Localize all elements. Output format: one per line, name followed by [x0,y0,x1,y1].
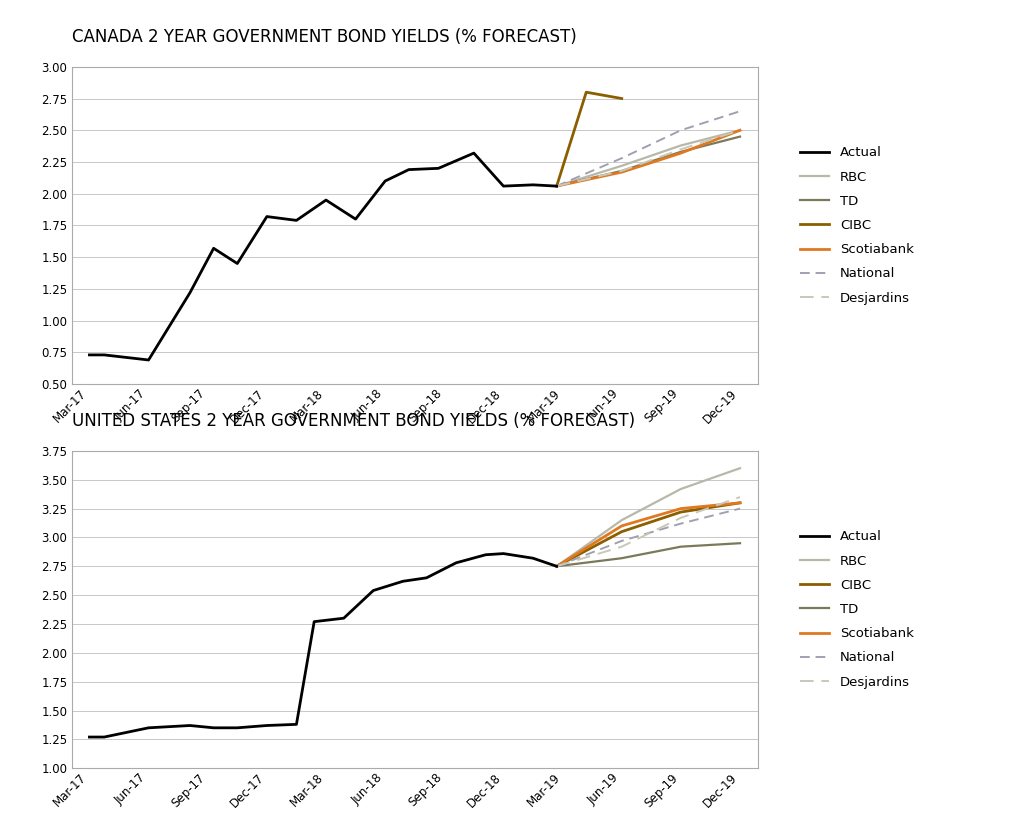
Text: CANADA 2 YEAR GOVERNMENT BOND YIELDS (% FORECAST): CANADA 2 YEAR GOVERNMENT BOND YIELDS (% … [72,28,577,46]
Text: UNITED STATES 2 YEAR GOVERNMENT BOND YIELDS (% FORECAST): UNITED STATES 2 YEAR GOVERNMENT BOND YIE… [72,412,635,430]
Legend: Actual, RBC, CIBC, TD, Scotiabank, National, Desjardins: Actual, RBC, CIBC, TD, Scotiabank, Natio… [795,525,920,694]
Legend: Actual, RBC, TD, CIBC, Scotiabank, National, Desjardins: Actual, RBC, TD, CIBC, Scotiabank, Natio… [795,141,920,310]
